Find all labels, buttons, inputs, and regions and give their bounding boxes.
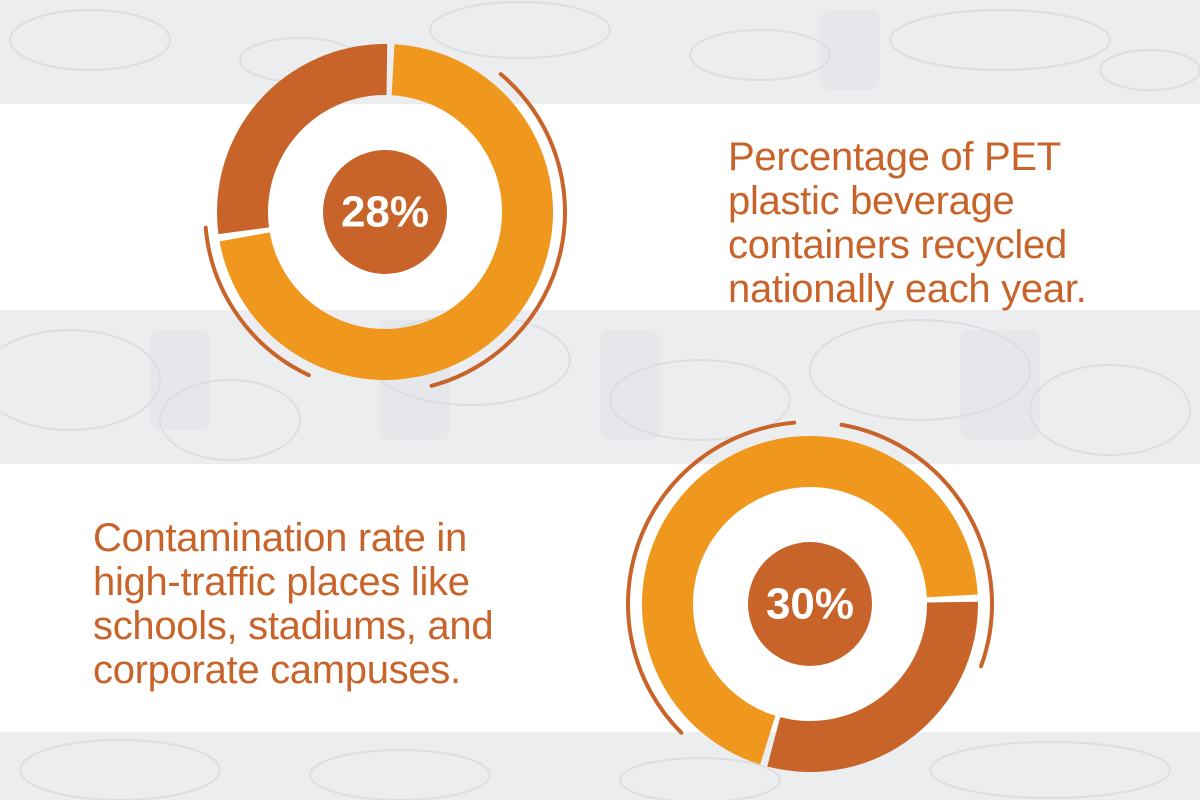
top-white-band (0, 104, 1200, 310)
donut-segment-remainder (219, 44, 553, 380)
percentage-badge (323, 150, 447, 274)
bottom-white-band (0, 464, 1200, 732)
donut-segment-remainder (642, 436, 978, 765)
decorative-arc (203, 225, 311, 378)
decorative-arc (839, 422, 994, 669)
donut-segment-highlight (767, 601, 978, 773)
caption-recycled: Percentage of PET plastic beverage conta… (728, 135, 1087, 311)
percentage-label: 28% (341, 188, 429, 237)
caption-contamination: Contamination rate in high-traffic place… (93, 516, 494, 692)
donut-segment-highlight (217, 44, 388, 235)
decorative-arc (626, 420, 797, 735)
percentage-label: 30% (766, 580, 854, 629)
percentage-badge (748, 542, 872, 666)
decorative-arc (429, 72, 567, 388)
